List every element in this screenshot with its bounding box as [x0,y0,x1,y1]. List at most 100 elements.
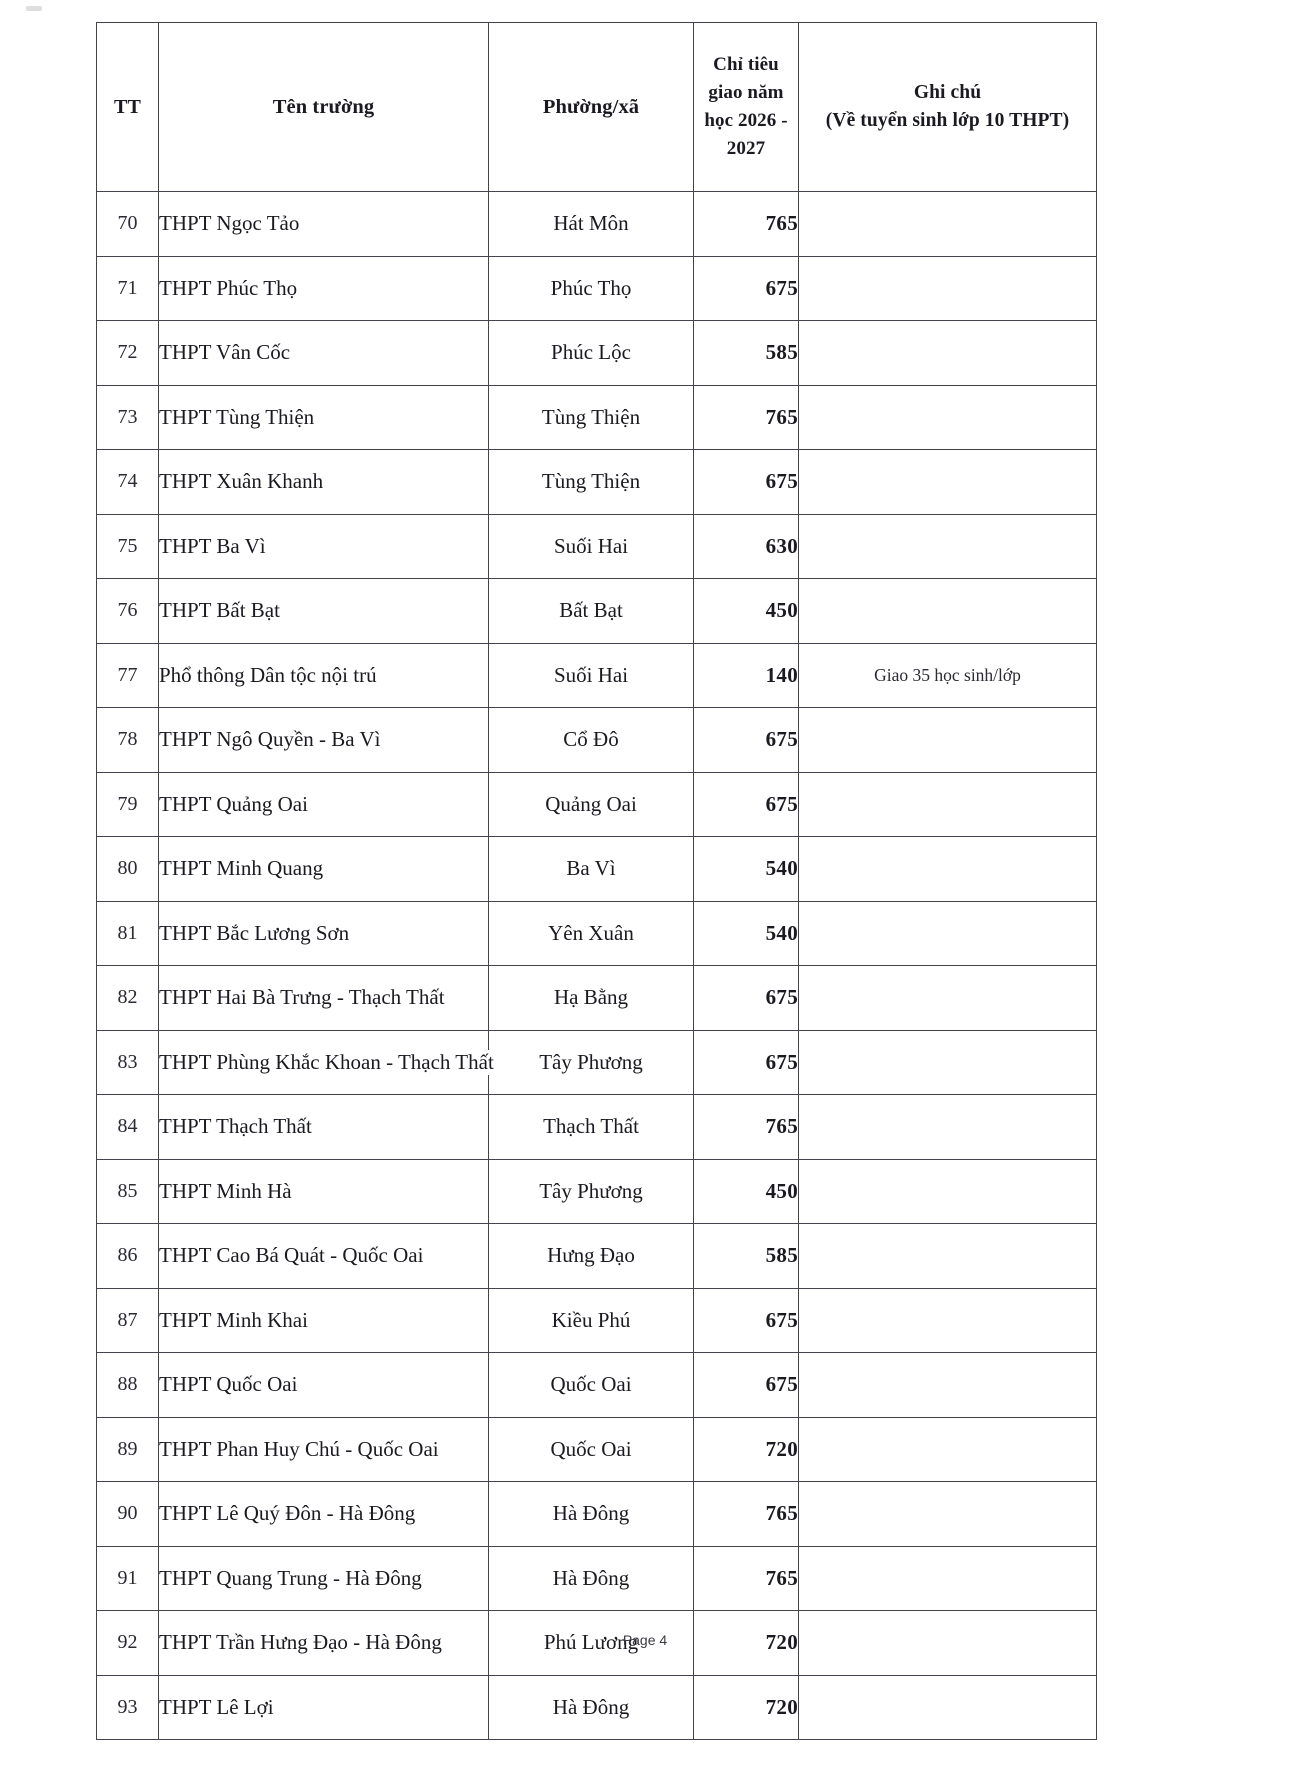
column-header-tt: TT [96,22,159,192]
school-name-text: THPT Quảng Oai [159,791,308,816]
cell-tt: 91 [96,1545,159,1611]
cell-quota: 450 [693,578,799,644]
cell-school-name: THPT Vân Cốc [158,320,489,386]
column-header-ward: Phường/xã [488,22,694,192]
cell-ward: Quốc Oai [488,1352,694,1418]
table-row: 72 THPT Vân Cốc Phúc Lộc 585 [96,320,1097,386]
cell-note [798,1094,1097,1160]
cell-tt: 77 [96,642,159,708]
cell-tt: 80 [96,836,159,902]
cell-school-name: THPT Tùng Thiện [158,384,489,450]
cell-note [798,1416,1097,1482]
school-name-text: THPT Lê Lợi [159,1694,274,1719]
cell-quota: 585 [693,1223,799,1289]
cell-tt: 83 [96,1029,159,1095]
cell-note [798,1674,1097,1740]
table-row: 87 THPT Minh Khai Kiều Phú 675 [96,1287,1097,1353]
cell-school-name: THPT Cao Bá Quát - Quốc Oai [158,1223,489,1289]
cell-quota: 720 [693,1416,799,1482]
table-row: 93 THPT Lê Lợi Hà Đông 720 [96,1674,1097,1740]
school-name-text: THPT Lê Quý Đôn - Hà Đông [159,1501,416,1526]
cell-ward: Hát Môn [488,191,694,257]
cell-tt: 87 [96,1287,159,1353]
table-row: 75 THPT Ba Vì Suối Hai 630 [96,513,1097,579]
table-row: 79 THPT Quảng Oai Quảng Oai 675 [96,771,1097,837]
table-row: 76 THPT Bất Bạt Bất Bạt 450 [96,578,1097,644]
cell-tt: 74 [96,449,159,515]
cell-ward: Kiều Phú [488,1287,694,1353]
school-name-text: THPT Hai Bà Trưng - Thạch Thất [159,985,445,1010]
cell-quota: 675 [693,449,799,515]
cell-note [798,707,1097,773]
cell-school-name: THPT Minh Quang [158,836,489,902]
cell-tt: 75 [96,513,159,579]
cell-quota: 585 [693,320,799,386]
school-name-text: THPT Minh Hà [159,1178,292,1203]
cell-ward: Tùng Thiện [488,449,694,515]
cell-school-name: THPT Bất Bạt [158,578,489,644]
cell-note [798,1481,1097,1547]
cell-quota: 675 [693,771,799,837]
cell-ward: Yên Xuân [488,900,694,966]
cell-note [798,320,1097,386]
table-row: 80 THPT Minh Quang Ba Vì 540 [96,836,1097,902]
school-name-text: THPT Ngọc Tảo [159,211,300,236]
cell-note [798,1158,1097,1224]
column-header-note-title: Ghi chú [913,81,982,103]
cell-school-name: THPT Xuân Khanh [158,449,489,515]
cell-tt: 71 [96,255,159,321]
table-row: 86 THPT Cao Bá Quát - Quốc Oai Hưng Đạo 585 [96,1223,1097,1289]
scan-artifact [26,6,42,11]
cell-tt: 70 [96,191,159,257]
cell-ward: Bất Bạt [488,578,694,644]
cell-note [798,255,1097,321]
cell-quota: 540 [693,836,799,902]
cell-school-name: THPT Bắc Lương Sơn [158,900,489,966]
school-name-text: THPT Thạch Thất [159,1114,312,1139]
cell-school-name: THPT Ngọc Tảo [158,191,489,257]
cell-ward: Hà Đông [488,1674,694,1740]
cell-ward: Hà Đông [488,1481,694,1547]
table-row: 82 THPT Hai Bà Trưng - Thạch Thất Hạ Bằng 6… [96,965,1097,1031]
table-row: 84 THPT Thạch Thất Thạch Thất 765 [96,1094,1097,1160]
cell-ward: Cổ Đô [488,707,694,773]
cell-school-name: THPT Quảng Oai [158,771,489,837]
table-wrapper: TT Tên trường Phường/xã Chỉ tiêu giao nă… [96,22,1097,1740]
school-name-text: THPT Bất Bạt [159,598,280,623]
cell-note [798,1610,1097,1676]
table-row: 71 THPT Phúc Thọ Phúc Thọ 675 [96,255,1097,321]
cell-quota: 675 [693,1287,799,1353]
enrollment-quota-table: TT Tên trường Phường/xã Chỉ tiêu giao nă… [96,22,1097,1740]
cell-tt: 78 [96,707,159,773]
cell-tt: 72 [96,320,159,386]
table-row: 77 Phổ thông Dân tộc nội trú Suối Hai 140 Gi… [96,642,1097,708]
table-row: 78 THPT Ngô Quyền - Ba Vì Cổ Đô 675 [96,707,1097,773]
cell-note [798,513,1097,579]
table-row: 90 THPT Lê Quý Đôn - Hà Đông Hà Đông 765 [96,1481,1097,1547]
cell-quota: 630 [693,513,799,579]
school-name-text: THPT Bắc Lương Sơn [159,920,350,945]
cell-tt: 85 [96,1158,159,1224]
cell-quota: 720 [693,1610,799,1676]
cell-school-name: THPT Phùng Khắc Khoan - Thạch Thất [158,1029,495,1095]
table-row: 70 THPT Ngọc Tảo Hát Môn 765 [96,191,1097,257]
school-name-text: THPT Ba Vì [159,533,266,558]
cell-quota: 765 [693,1545,799,1611]
table-row: 81 THPT Bắc Lương Sơn Yên Xuân 540 [96,900,1097,966]
cell-quota: 450 [693,1158,799,1224]
column-header-quota: Chỉ tiêu giao năm học 2026 - 2027 [693,22,799,192]
cell-ward: Phúc Lộc [488,320,694,386]
cell-school-name: THPT Thạch Thất [158,1094,489,1160]
cell-tt: 92 [96,1610,159,1676]
cell-quota: 720 [693,1674,799,1740]
cell-tt: 88 [96,1352,159,1418]
cell-quota: 675 [693,255,799,321]
cell-school-name: THPT Lê Quý Đôn - Hà Đông [158,1481,489,1547]
cell-tt: 93 [96,1674,159,1740]
school-name-text: THPT Quang Trung - Hà Đông [159,1565,422,1590]
cell-note [798,836,1097,902]
cell-quota: 765 [693,191,799,257]
page-footer: Page 4 [622,1632,668,1648]
school-name-text: THPT Phan Huy Chú - Quốc Oai [159,1436,439,1461]
